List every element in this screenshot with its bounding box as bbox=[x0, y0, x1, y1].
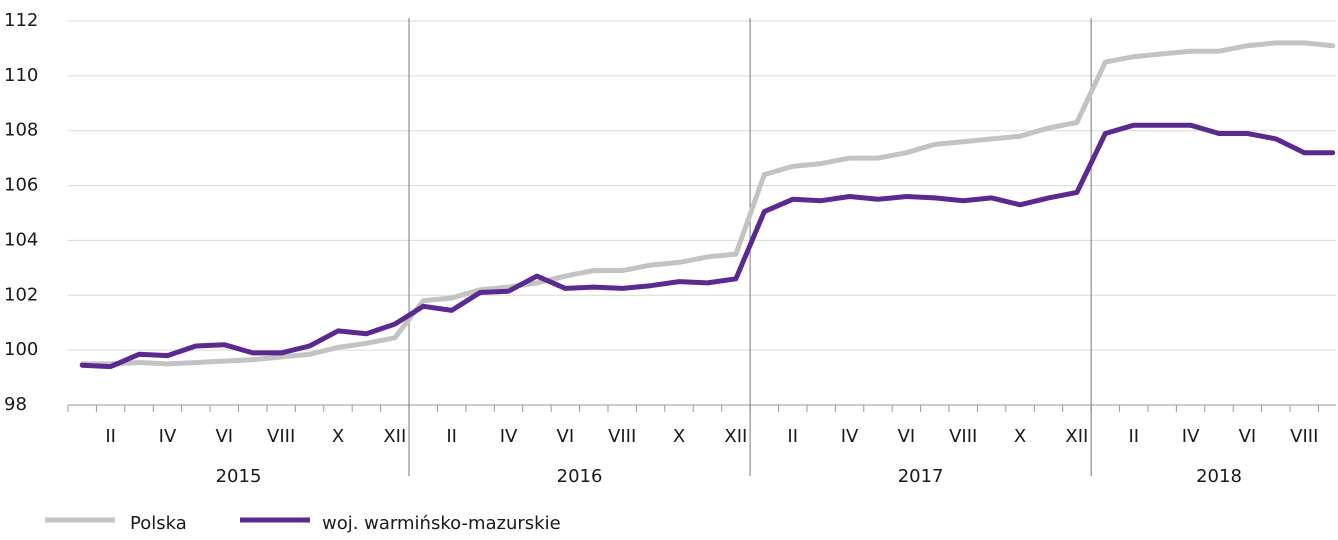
x-tick-label: X bbox=[673, 426, 685, 447]
x-tick-label: XII bbox=[1065, 426, 1088, 447]
y-tick-label: 106 bbox=[4, 175, 38, 196]
x-tick-label: XII bbox=[724, 426, 747, 447]
x-tick-label: X bbox=[1014, 426, 1026, 447]
x-tick-label: VI bbox=[1239, 426, 1257, 447]
year-label: 2015 bbox=[216, 466, 262, 487]
y-tick-label: 104 bbox=[4, 229, 38, 250]
y-tick-label: 112 bbox=[4, 10, 38, 31]
y-tick-label: 100 bbox=[4, 339, 38, 360]
year-label: 2017 bbox=[898, 466, 944, 487]
x-tick-label: VIII bbox=[1290, 426, 1318, 447]
x-tick-label: VI bbox=[898, 426, 916, 447]
series-line bbox=[79, 122, 1336, 370]
x-tick-label: IV bbox=[841, 426, 859, 447]
x-tick-label: IV bbox=[500, 426, 518, 447]
year-label: 2018 bbox=[1196, 466, 1242, 487]
y-tick-label: 108 bbox=[4, 120, 38, 141]
legend-label: woj. warmińsko-mazurskie bbox=[322, 513, 561, 534]
x-tick-label: VIII bbox=[608, 426, 636, 447]
y-tick-label: 102 bbox=[4, 284, 38, 305]
x-tick-label: II bbox=[446, 426, 457, 447]
x-tick-label: IV bbox=[159, 426, 177, 447]
x-tick-label: X bbox=[332, 426, 344, 447]
series-line bbox=[79, 40, 1336, 367]
x-tick-label: II bbox=[787, 426, 798, 447]
x-tick-label: II bbox=[1128, 426, 1139, 447]
x-tick-label: IV bbox=[1182, 426, 1200, 447]
x-tick-label: II bbox=[105, 426, 116, 447]
x-tick-label: VIII bbox=[949, 426, 977, 447]
y-tick-label: 98 bbox=[4, 394, 27, 415]
x-tick-label: VI bbox=[215, 426, 233, 447]
x-tick-label: XII bbox=[383, 426, 406, 447]
x-tick-label: VI bbox=[557, 426, 575, 447]
x-tick-label: VIII bbox=[267, 426, 295, 447]
legend-label: Polska bbox=[130, 513, 187, 534]
year-label: 2016 bbox=[557, 466, 603, 487]
y-tick-label: 110 bbox=[4, 65, 38, 86]
